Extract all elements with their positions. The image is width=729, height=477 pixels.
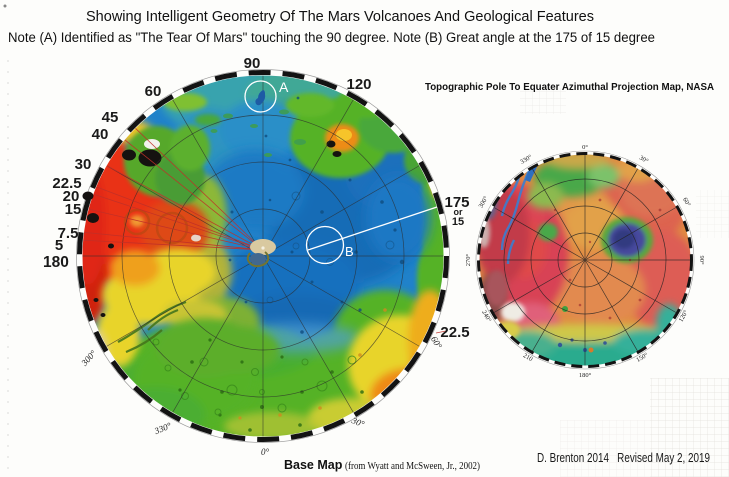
svg-text:5: 5 [55, 237, 63, 254]
svg-text:175: 175 [444, 194, 469, 211]
svg-text:20: 20 [63, 188, 80, 205]
svg-text:40: 40 [92, 126, 109, 143]
svg-text:Showing Intelligent Geometry O: Showing Intelligent Geometry Of The Mars… [86, 9, 594, 25]
svg-text:0°: 0° [582, 144, 588, 151]
svg-text:30°: 30° [349, 415, 366, 430]
svg-text:300°: 300° [79, 348, 99, 368]
svg-text:180°: 180° [579, 372, 592, 379]
svg-text:Base Map: Base Map [284, 458, 343, 472]
svg-text:60: 60 [145, 83, 162, 100]
svg-text:15: 15 [65, 201, 82, 218]
svg-text:0°: 0° [261, 447, 270, 457]
svg-text:45: 45 [102, 109, 119, 126]
svg-text:Topographic Pole To Equater Az: Topographic Pole To Equater Azimuthal Pr… [425, 81, 714, 93]
svg-text:D. Brenton 2014 Revised May: D. Brenton 2014 Revised May 2, 2019 [537, 450, 710, 465]
svg-text:30: 30 [75, 156, 92, 173]
svg-text:or: or [454, 207, 463, 217]
svg-text:22.5: 22.5 [52, 175, 81, 192]
svg-text:15: 15 [452, 216, 464, 228]
svg-text:22.5: 22.5 [440, 324, 469, 341]
svg-text:7.5: 7.5 [58, 225, 79, 242]
svg-text:300°: 300° [478, 195, 490, 210]
svg-text:120: 120 [346, 76, 371, 93]
svg-text:330°: 330° [152, 420, 173, 436]
svg-text:90: 90 [244, 55, 261, 72]
svg-text:180: 180 [43, 254, 69, 271]
svg-text:Note (A) Identified as "The Te: Note (A) Identified as "The Tear Of Mars… [8, 30, 655, 45]
svg-text:30°: 30° [638, 154, 650, 165]
svg-text:A: A [279, 79, 289, 95]
svg-text:60°: 60° [681, 197, 692, 209]
svg-text:(from Wyatt and McSween, Jr.,: (from Wyatt and McSween, Jr., 2002) [345, 460, 480, 472]
svg-text:270°: 270° [465, 253, 472, 266]
svg-text:90°: 90° [698, 255, 705, 265]
svg-text:B: B [345, 244, 354, 259]
svg-text:330°: 330° [519, 153, 534, 165]
svg-text:210: 210 [522, 352, 534, 363]
